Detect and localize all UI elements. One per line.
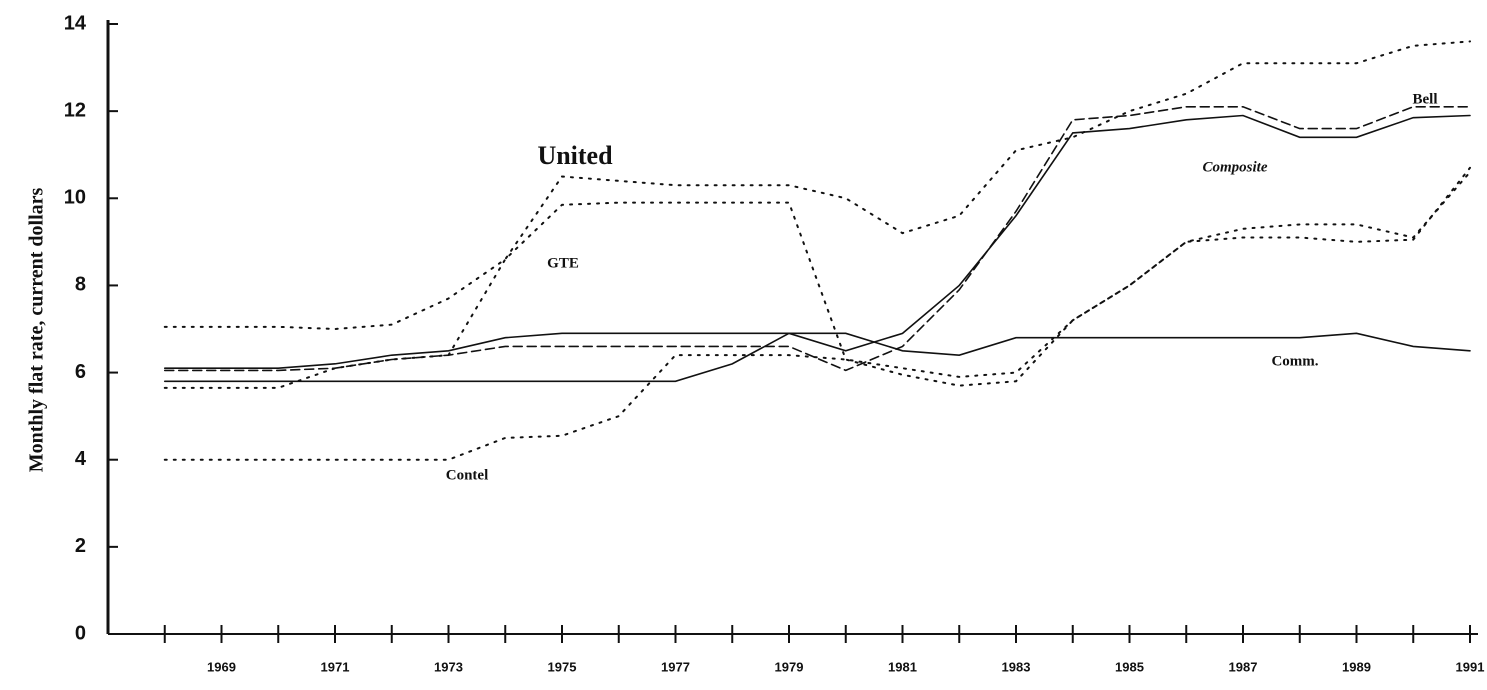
line-series [163, 105, 1471, 372]
x-tick-label: 1989 [1342, 659, 1371, 674]
y-tick-label: 14 [64, 12, 87, 34]
series-label: Composite [1202, 159, 1267, 175]
y-tick-label: 6 [75, 361, 86, 383]
line-series [163, 171, 1471, 461]
x-tick-label: 1985 [1115, 659, 1144, 674]
series-label: GTE [547, 255, 579, 271]
series-label: Bell [1413, 91, 1438, 107]
x-tick-label: 1987 [1229, 659, 1258, 674]
x-tick-label: 1977 [661, 659, 690, 674]
y-tick-label: 4 [75, 448, 87, 470]
x-tick-label: 1969 [207, 659, 236, 674]
y-tick-label: 2 [75, 535, 86, 557]
x-tick-label: 1991 [1456, 659, 1485, 674]
x-tick-label: 1979 [775, 659, 804, 674]
x-tick-label: 1975 [548, 659, 577, 674]
line-series [163, 332, 1471, 383]
x-tick-label: 1981 [888, 659, 917, 674]
y-axis-label: Monthly flat rate, current dollars [26, 188, 48, 473]
line-series [163, 40, 1471, 331]
series-label: Comm. [1271, 353, 1318, 369]
y-tick-label: 8 [75, 274, 86, 296]
y-tick-label: 0 [75, 622, 86, 644]
x-tick-label: 1971 [321, 659, 350, 674]
y-tick-label: 12 [64, 99, 86, 121]
x-tick-label: 1973 [434, 659, 463, 674]
x-tick-label: 1983 [1002, 659, 1031, 674]
y-tick-label: 10 [64, 187, 86, 209]
line-series [163, 114, 1471, 370]
series-label: United [537, 141, 613, 170]
series-label: Contel [446, 467, 489, 483]
line-series [163, 166, 1471, 389]
